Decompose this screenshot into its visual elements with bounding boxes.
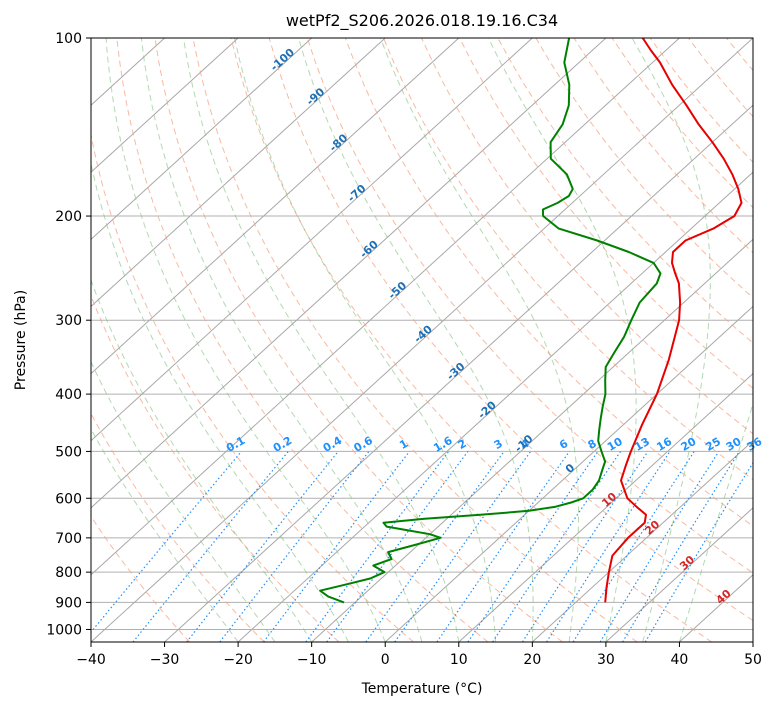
mixing-ratio-line — [91, 451, 242, 633]
dry-adiabat — [306, 38, 753, 574]
chart-title: wetPf2_S206.2026.018.19.16.C34 — [286, 11, 558, 31]
mixing-ratio-line — [186, 451, 339, 642]
y-tick-label: 800 — [55, 565, 82, 581]
x-tick-label: 40 — [671, 652, 689, 668]
isotherm-line — [164, 104, 753, 642]
temperature-line — [604, 38, 743, 603]
dry-adiabat — [91, 412, 265, 642]
isotherm-line — [91, 38, 607, 509]
mixing-ratio-line — [521, 451, 649, 642]
y-tick-label: 400 — [55, 387, 82, 403]
isotherm-line — [91, 38, 680, 576]
mixing-ratio-line — [305, 451, 450, 642]
dry-adiabat — [154, 38, 563, 642]
isotherm-line — [384, 305, 753, 642]
mixing-ratio-line — [546, 451, 671, 642]
moist-adiabat — [487, 38, 637, 642]
x-tick-label: −40 — [76, 652, 106, 668]
y-tick-label: 600 — [55, 491, 82, 507]
dry-adiabat — [268, 38, 753, 622]
mixing-ratio-line — [132, 451, 289, 642]
moist-adiabat — [91, 161, 349, 642]
guide-lines — [91, 38, 753, 642]
dry-adiabat — [91, 132, 414, 642]
dry-adiabat — [230, 38, 713, 642]
axes: −40 −30 −20 −10 0 10 20 30 40 50 100 200 300 400 500 60… — [46, 31, 762, 668]
y-tick-label: 200 — [55, 209, 82, 225]
y-axis-label: Pressure (hPa) — [13, 290, 29, 390]
x-axis-label: Temperature (°C) — [361, 681, 483, 697]
mixing-ratio-line — [599, 451, 720, 642]
isotherm-line — [458, 372, 753, 642]
moist-adiabat — [91, 428, 239, 642]
moist-adiabat — [91, 278, 313, 642]
moist-adiabat — [105, 38, 386, 642]
isotherm-line — [91, 38, 386, 308]
mixing-ratio-line — [467, 451, 599, 642]
x-tick-label: 50 — [744, 652, 762, 668]
y-tick-label: 700 — [55, 531, 82, 547]
x-tick-label: 20 — [523, 652, 541, 668]
x-tick-label: 30 — [597, 652, 615, 668]
mixing-ratio-line — [492, 451, 622, 642]
moist-adiabat — [380, 38, 579, 642]
mixing-ratio-line — [622, 451, 740, 642]
x-tick-label: −30 — [150, 652, 180, 668]
dewpoint-line — [319, 38, 662, 604]
dry-adiabat — [344, 38, 753, 527]
plot-frame — [90, 37, 754, 643]
y-tick-label: 300 — [55, 313, 82, 329]
mixing-ratio-line — [326, 451, 469, 642]
isotherm-line — [237, 171, 753, 642]
moist-adiabat — [234, 38, 497, 642]
moist-adiabat — [298, 38, 534, 642]
x-tick-label: 0 — [381, 652, 390, 668]
isotherm-line — [605, 507, 753, 642]
dry-adiabat — [116, 38, 489, 642]
isotherm-line — [311, 238, 753, 642]
moist-adiabat — [183, 38, 460, 642]
isotherm-line — [531, 439, 753, 642]
moist-adiabat — [91, 360, 276, 642]
dry-adiabat — [192, 38, 638, 642]
y-tick-label: 500 — [55, 444, 82, 460]
x-tick-label: −10 — [297, 652, 327, 668]
x-tick-label: 10 — [450, 652, 468, 668]
series-layer — [319, 38, 743, 604]
isotherm-line — [91, 38, 239, 173]
moist-adiabat — [140, 38, 423, 642]
y-tick-label: 1000 — [46, 622, 82, 638]
mixing-ratio-line — [263, 451, 410, 642]
isotherm-line — [91, 38, 313, 241]
moist-adiabat — [631, 38, 711, 642]
y-tick-label: 900 — [55, 595, 82, 611]
mixing-ratio-line — [394, 451, 532, 642]
dry-adiabat — [91, 515, 191, 642]
grid-layer — [91, 38, 753, 642]
isotherm-line — [91, 38, 533, 442]
x-tick-label: −20 — [223, 652, 253, 668]
isotherm-line — [91, 38, 460, 375]
y-tick-label: 100 — [55, 31, 82, 47]
mixing-ratio-line — [365, 451, 505, 642]
moist-adiabat — [678, 401, 753, 642]
mixing-ratio-line — [436, 451, 570, 642]
